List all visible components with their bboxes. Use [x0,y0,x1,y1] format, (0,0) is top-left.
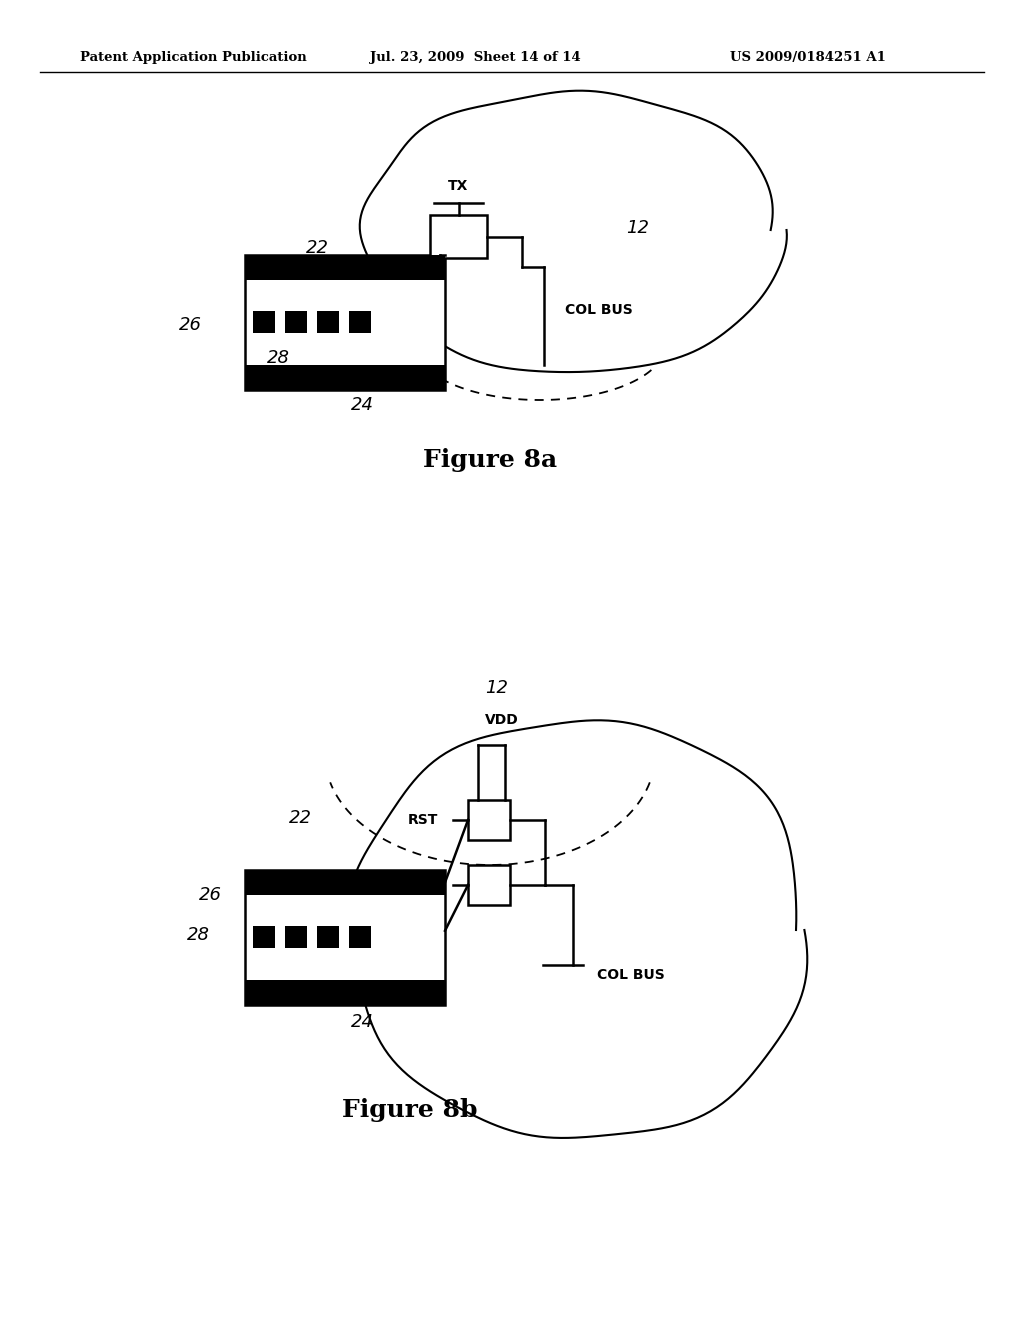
Text: VDD: VDD [484,713,518,727]
Bar [245,255,445,389]
Bar [285,927,307,948]
Text: 22: 22 [289,809,311,828]
Bar [253,927,275,948]
Text: RS: RS [420,878,440,892]
Text: 26: 26 [178,315,202,334]
Bar [468,865,510,906]
Text: 12: 12 [485,678,509,697]
Bar [430,215,487,257]
Text: 12: 12 [627,219,649,238]
Text: Patent Application Publication: Patent Application Publication [80,50,307,63]
Bar [245,255,445,280]
Text: COL BUS: COL BUS [565,304,633,317]
Bar [317,312,339,333]
Bar [245,870,445,895]
Bar [285,312,307,333]
Text: COL BUS: COL BUS [597,968,665,982]
Text: 24: 24 [350,396,374,414]
Bar [317,927,339,948]
Text: Jul. 23, 2009  Sheet 14 of 14: Jul. 23, 2009 Sheet 14 of 14 [370,50,581,63]
Bar [245,366,445,389]
Text: US 2009/0184251 A1: US 2009/0184251 A1 [730,50,886,63]
Text: TX: TX [449,180,469,193]
Bar [253,312,275,333]
Text: 26: 26 [199,886,221,904]
Bar [349,927,371,948]
Bar [468,800,510,840]
Bar [349,312,371,333]
Text: 28: 28 [266,348,290,367]
Text: 28: 28 [186,927,210,944]
Text: Figure 8a: Figure 8a [423,447,557,473]
Bar [245,870,445,1005]
Text: 24: 24 [350,1012,374,1031]
Text: RST: RST [408,813,438,828]
Text: 22: 22 [305,239,329,257]
Bar [245,979,445,1005]
Text: Figure 8b: Figure 8b [342,1098,478,1122]
